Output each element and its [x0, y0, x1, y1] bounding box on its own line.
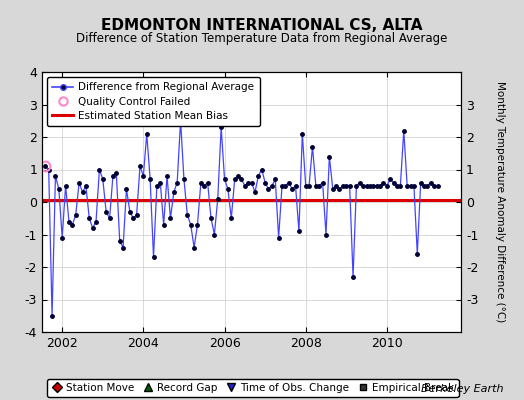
Text: Berkeley Earth: Berkeley Earth	[421, 384, 503, 394]
Legend: Station Move, Record Gap, Time of Obs. Change, Empirical Break: Station Move, Record Gap, Time of Obs. C…	[47, 379, 458, 397]
Text: EDMONTON INTERNATIONAL CS, ALTA: EDMONTON INTERNATIONAL CS, ALTA	[101, 18, 423, 33]
Y-axis label: Monthly Temperature Anomaly Difference (°C): Monthly Temperature Anomaly Difference (…	[495, 81, 505, 323]
Text: Difference of Station Temperature Data from Regional Average: Difference of Station Temperature Data f…	[77, 32, 447, 45]
